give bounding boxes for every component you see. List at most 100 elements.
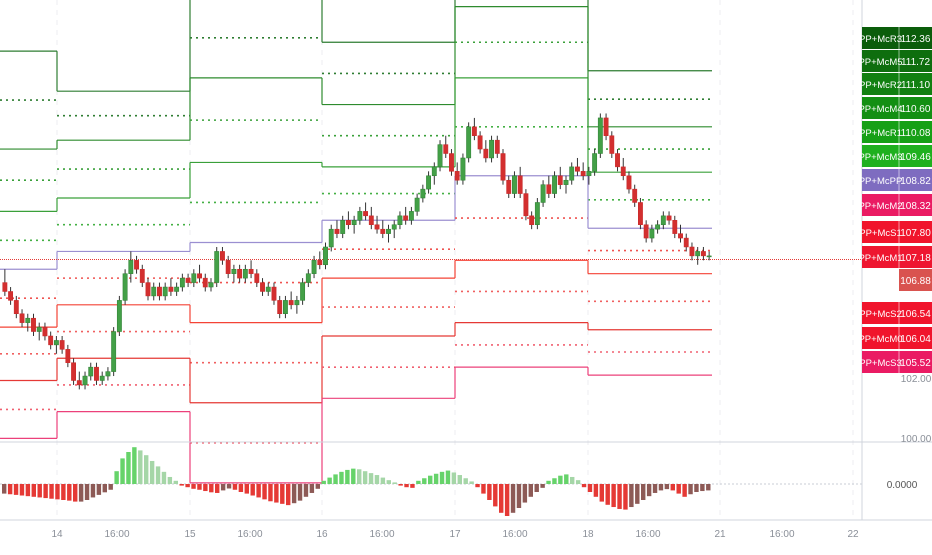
- histogram-bar: [61, 484, 66, 500]
- time-tick-label: 14: [51, 529, 63, 540]
- histogram-bar: [179, 484, 184, 486]
- candle-body: [540, 184, 546, 203]
- candle-body: [363, 211, 369, 217]
- histogram-bar: [173, 480, 178, 484]
- price-axis[interactable]: 102.00100.00PP+McR3112.36PP+McM5111.72PP…: [858, 27, 932, 445]
- oscillator-axis: 0.0000: [887, 480, 918, 491]
- candle-body: [374, 224, 380, 230]
- candle-body: [609, 135, 615, 154]
- pivot-levels: [0, 0, 712, 484]
- histogram-bar: [706, 484, 711, 491]
- histogram-bar: [138, 450, 143, 484]
- candle-body: [42, 326, 48, 337]
- candle-body: [454, 171, 460, 181]
- candle-body: [603, 117, 609, 136]
- time-axis[interactable]: 14 16:00 15 16:00 16 16:00 17 16:00 18 16:00 21 16:…: [51, 529, 859, 540]
- pivot-label-value: 108.32: [900, 201, 931, 212]
- candle-series: [2, 113, 712, 390]
- histogram-bar: [203, 484, 208, 492]
- candle-body: [116, 300, 122, 332]
- histogram-bar: [386, 480, 391, 484]
- histogram-bar: [333, 474, 338, 484]
- candle-body: [632, 188, 638, 203]
- candle-body: [8, 291, 14, 301]
- pivot-label-name: PP+McM5: [858, 57, 902, 68]
- histogram-bar: [67, 484, 72, 501]
- candle-body: [94, 366, 99, 381]
- candle-body: [157, 286, 162, 297]
- histogram-bar: [84, 484, 90, 500]
- candle-body: [477, 135, 483, 150]
- candle-body: [357, 211, 363, 221]
- histogram-bar: [126, 452, 131, 484]
- candle-body: [523, 193, 529, 217]
- histogram-bar: [368, 473, 374, 484]
- candle-body: [76, 380, 82, 386]
- pivot-label-value: 112.36: [901, 34, 931, 45]
- histogram-bar: [7, 484, 13, 495]
- candle-body: [328, 228, 334, 248]
- candle-body: [460, 157, 466, 181]
- histogram-bar: [114, 471, 119, 484]
- candle-body: [386, 228, 391, 234]
- histogram-bar: [197, 484, 202, 490]
- histogram-bar: [232, 484, 238, 490]
- pivot-label-value: 105.52: [900, 358, 931, 369]
- pivot-label-value: 107.18: [900, 253, 931, 264]
- time-tick-label: 16:00: [502, 529, 527, 540]
- histogram-bar: [357, 469, 362, 484]
- candle-body: [208, 282, 214, 288]
- histogram-bar: [422, 478, 427, 484]
- histogram-bar: [581, 484, 587, 488]
- candle-body: [466, 126, 472, 159]
- histogram-bar: [155, 466, 161, 484]
- candle-body: [191, 273, 197, 283]
- pivot-label-value: 108.82: [900, 176, 931, 187]
- candle-body: [643, 224, 649, 239]
- histogram-bar: [451, 472, 457, 484]
- pivot-label-name: PP+McM2: [858, 201, 902, 212]
- candle-body: [655, 224, 661, 230]
- candle-body: [271, 286, 277, 301]
- histogram-bar: [345, 469, 350, 484]
- histogram-bar: [570, 476, 575, 484]
- oscillator-histogram: [2, 447, 711, 516]
- histogram-bar: [37, 484, 42, 498]
- candle-body: [368, 215, 374, 225]
- candle-body: [586, 171, 592, 177]
- histogram-bar: [297, 484, 303, 501]
- pivot-label-value: 110.60: [901, 104, 931, 115]
- candle-body: [678, 233, 683, 239]
- histogram-bar: [605, 484, 610, 505]
- histogram-bar: [238, 484, 244, 492]
- histogram-bar: [670, 484, 675, 491]
- candle-body: [483, 148, 489, 159]
- candle-body: [414, 197, 420, 212]
- candle-body: [88, 366, 94, 377]
- candle-body: [231, 268, 237, 274]
- histogram-bar: [351, 468, 356, 484]
- histogram-bar: [49, 484, 54, 499]
- candle-body: [557, 175, 563, 185]
- histogram-bar: [428, 475, 433, 484]
- candle-body: [420, 188, 426, 199]
- pivot-label-name: PP+McM0: [858, 334, 902, 345]
- histogram-bar: [433, 473, 439, 484]
- time-tick-label: 16:00: [769, 529, 794, 540]
- pivot-label-name: PP+McM4: [858, 104, 902, 115]
- histogram-bar: [439, 471, 445, 484]
- time-tick-label: 22: [847, 529, 859, 540]
- histogram-bar: [256, 484, 261, 498]
- candle-body: [179, 277, 185, 288]
- histogram-bar: [167, 476, 173, 484]
- candle-body: [2, 282, 8, 292]
- candle-body: [706, 255, 712, 258]
- candle-body: [162, 286, 168, 297]
- histogram-bar: [392, 482, 397, 484]
- histogram-bar: [516, 484, 522, 508]
- pivot-label-name: PP+McR2: [859, 80, 902, 91]
